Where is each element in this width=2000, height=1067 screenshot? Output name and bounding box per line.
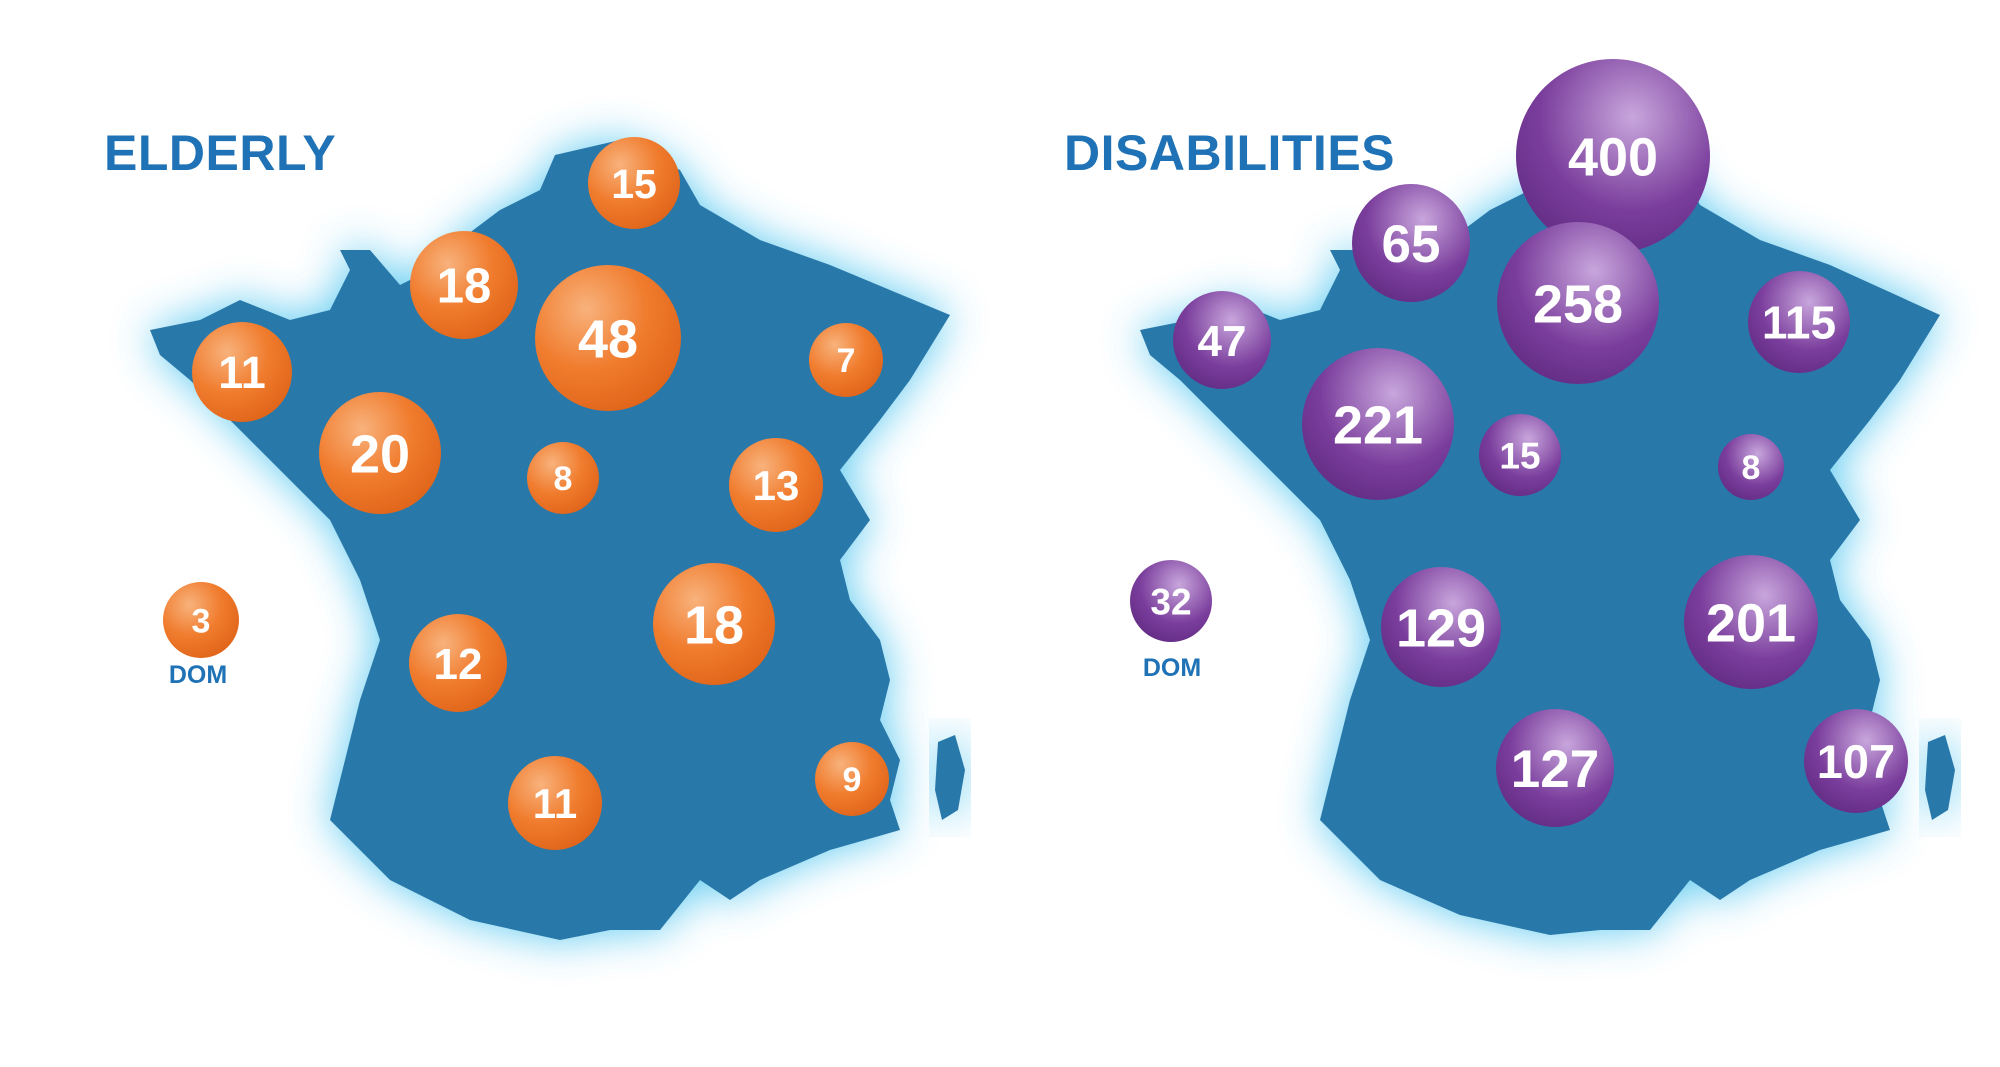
disabilities-bubble-dom: 32 bbox=[1130, 560, 1212, 642]
elderly-title: ELDERLY bbox=[104, 125, 337, 181]
elderly-bubble-normandie: 18 bbox=[410, 231, 518, 339]
elderly-bubble-value-centre: 8 bbox=[554, 460, 573, 498]
disabilities-bubble-circle-auvergne-rhone-alpes bbox=[1684, 555, 1818, 689]
elderly-bubble-pays-de-la-loire: 20 bbox=[319, 392, 441, 514]
disabilities-bubble-circle-occitanie bbox=[1496, 709, 1614, 827]
disabilities-bubble-value-normandie: 65 bbox=[1382, 215, 1441, 274]
disabilities-bubble-value-pays-de-la-loire: 221 bbox=[1333, 395, 1423, 455]
disabilities-bubble-occitanie: 127 bbox=[1496, 709, 1614, 827]
elderly-bubble-value-dom: 3 bbox=[192, 602, 211, 640]
disabilities-bubble-circle-bourgogne-franche-comte bbox=[1718, 434, 1784, 500]
disabilities-bubble-ile-de-france: 258 bbox=[1497, 222, 1659, 384]
elderly-bubble-circle-normandie bbox=[410, 231, 518, 339]
elderly-bubble-value-normandie: 18 bbox=[437, 259, 492, 313]
elderly-bubble-value-bourgogne-franche-comte: 13 bbox=[753, 462, 800, 509]
disabilities-bubble-auvergne-rhone-alpes: 201 bbox=[1684, 555, 1818, 689]
elderly-bubble-value-bretagne: 11 bbox=[218, 347, 266, 398]
disabilities-bubble-circle-pays-de-la-loire bbox=[1302, 348, 1454, 500]
elderly-bubble-dom: 3 bbox=[163, 582, 239, 658]
elderly-bubble-circle-auvergne-rhone-alpes bbox=[653, 563, 775, 685]
disabilities-bubble-pays-de-la-loire: 221 bbox=[1302, 348, 1454, 500]
disabilities-bubble-value-nouvelle-aquitaine: 129 bbox=[1396, 598, 1486, 658]
disabilities-map: 400 65 258 115 47 221 15 8 129 201 127 107 32 DOM bbox=[1130, 59, 1955, 935]
disabilities-dom-label: DOM bbox=[1143, 654, 1201, 682]
elderly-bubble-grand-est: 7 bbox=[809, 323, 883, 397]
disabilities-bubble-circle-centre bbox=[1479, 414, 1561, 496]
disabilities-bubble-circle-dom bbox=[1130, 560, 1212, 642]
elderly-bubble-bretagne: 11 bbox=[192, 322, 292, 422]
disabilities-bubble-bourgogne-franche-comte: 8 bbox=[1718, 434, 1784, 500]
disabilities-bubble-value-auvergne-rhone-alpes: 201 bbox=[1706, 593, 1796, 653]
elderly-corsica-land bbox=[935, 735, 965, 820]
elderly-bubble-value-auvergne-rhone-alpes: 18 bbox=[684, 595, 744, 655]
disabilities-bubble-circle-nouvelle-aquitaine bbox=[1381, 567, 1501, 687]
disabilities-bubble-circle-paca bbox=[1804, 709, 1908, 813]
elderly-bubble-circle-nord bbox=[588, 137, 680, 229]
elderly-bubble-value-occitanie: 11 bbox=[533, 780, 577, 827]
elderly-bubble-value-paca: 9 bbox=[843, 761, 862, 799]
elderly-bubble-circle-bretagne bbox=[192, 322, 292, 422]
disabilities-corsica-land bbox=[1925, 735, 1955, 820]
disabilities-bubble-value-paca: 107 bbox=[1817, 735, 1895, 788]
disabilities-bubble-circle-grand-est bbox=[1748, 271, 1850, 373]
disabilities-bubble-value-grand-est: 115 bbox=[1762, 297, 1836, 349]
disabilities-map-land bbox=[1140, 140, 1940, 935]
disabilities-bubble-circle-normandie bbox=[1352, 184, 1470, 302]
elderly-bubble-circle-centre bbox=[527, 442, 599, 514]
elderly-bubbles: 15 18 48 7 11 20 8 13 18 12 11 9 3 bbox=[163, 137, 889, 850]
elderly-map-land bbox=[150, 140, 950, 940]
elderly-bubble-centre: 8 bbox=[527, 442, 599, 514]
disabilities-bubble-value-ile-de-france: 258 bbox=[1533, 274, 1623, 334]
elderly-bubble-circle-ile-de-france bbox=[535, 265, 681, 411]
disabilities-bubble-grand-est: 115 bbox=[1748, 271, 1850, 373]
elderly-bubble-value-pays-de-la-loire: 20 bbox=[350, 424, 410, 484]
disabilities-bubble-value-bretagne: 47 bbox=[1198, 317, 1247, 366]
elderly-bubble-circle-bourgogne-franche-comte bbox=[729, 438, 823, 532]
elderly-bubble-value-ile-de-france: 48 bbox=[578, 309, 638, 369]
elderly-bubble-circle-grand-est bbox=[809, 323, 883, 397]
elderly-bubble-circle-paca bbox=[815, 742, 889, 816]
elderly-bubble-value-nouvelle-aquitaine: 12 bbox=[434, 640, 483, 689]
elderly-bubble-nord: 15 bbox=[588, 137, 680, 229]
disabilities-bubble-value-nord: 400 bbox=[1568, 127, 1658, 187]
disabilities-bubbles: 400 65 258 115 47 221 15 8 129 201 127 107 32 bbox=[1130, 59, 1908, 827]
elderly-bubble-circle-nouvelle-aquitaine bbox=[409, 614, 507, 712]
disabilities-title: DISABILITIES bbox=[1064, 125, 1396, 181]
elderly-bubble-circle-dom bbox=[163, 582, 239, 658]
disabilities-bubble-value-occitanie: 127 bbox=[1511, 740, 1599, 799]
disabilities-bubble-value-dom: 32 bbox=[1150, 581, 1191, 622]
disabilities-bubble-circle-bretagne bbox=[1173, 291, 1271, 389]
disabilities-bubble-centre: 15 bbox=[1479, 414, 1561, 496]
disabilities-bubble-circle-nord bbox=[1516, 59, 1710, 253]
elderly-bubble-value-nord: 15 bbox=[611, 161, 657, 207]
disabilities-bubble-normandie: 65 bbox=[1352, 184, 1470, 302]
disabilities-bubble-circle-ile-de-france bbox=[1497, 222, 1659, 384]
elderly-dom-label: DOM bbox=[169, 661, 227, 689]
elderly-bubble-value-grand-est: 7 bbox=[837, 342, 856, 380]
elderly-bubble-circle-pays-de-la-loire bbox=[319, 392, 441, 514]
disabilities-bubble-paca: 107 bbox=[1804, 709, 1908, 813]
elderly-map: 15 18 48 7 11 20 8 13 18 12 11 9 3 DOM bbox=[150, 137, 965, 940]
disabilities-bubble-value-bourgogne-franche-comte: 8 bbox=[1742, 449, 1761, 487]
disabilities-bubble-value-centre: 15 bbox=[1499, 435, 1540, 476]
disabilities-bubble-nouvelle-aquitaine: 129 bbox=[1381, 567, 1501, 687]
elderly-bubble-paca: 9 bbox=[815, 742, 889, 816]
elderly-bubble-ile-de-france: 48 bbox=[535, 265, 681, 411]
elderly-bubble-occitanie: 11 bbox=[508, 756, 602, 850]
elderly-bubble-bourgogne-franche-comte: 13 bbox=[729, 438, 823, 532]
disabilities-bubble-nord: 400 bbox=[1516, 59, 1710, 253]
elderly-bubble-auvergne-rhone-alpes: 18 bbox=[653, 563, 775, 685]
elderly-bubble-nouvelle-aquitaine: 12 bbox=[409, 614, 507, 712]
disabilities-bubble-bretagne: 47 bbox=[1173, 291, 1271, 389]
elderly-bubble-circle-occitanie bbox=[508, 756, 602, 850]
